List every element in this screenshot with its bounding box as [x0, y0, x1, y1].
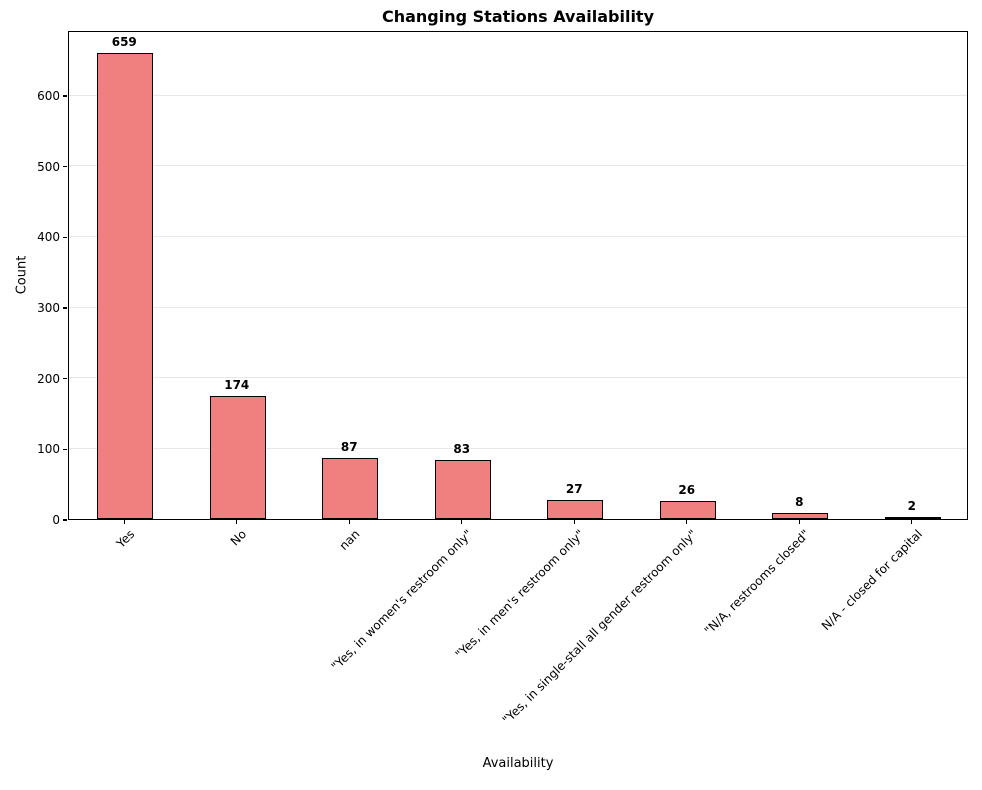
bar-value-label-7: 2 — [907, 499, 916, 513]
y-axis-label: Count — [14, 255, 30, 295]
bar-value-label-4: 27 — [565, 481, 583, 496]
bar-value-label-1: 174 — [224, 378, 250, 393]
y-tick-600 — [63, 95, 67, 97]
bar-value-label-5: 26 — [678, 482, 696, 497]
y-tick-100 — [63, 448, 67, 450]
bar-4 — [547, 499, 604, 519]
bar-3 — [434, 460, 491, 519]
x-tick-label-2: nan — [336, 527, 363, 553]
bar-1 — [209, 396, 266, 519]
gridline-y-400 — [69, 235, 967, 237]
gridline-y-200 — [69, 377, 967, 379]
bar-6 — [772, 513, 829, 519]
y-tick-label-300: 300 — [37, 301, 60, 315]
x-tick-label-1: No — [228, 527, 250, 549]
bar-value-label-0: 659 — [111, 35, 137, 50]
y-tick-label-0: 0 — [52, 513, 60, 527]
y-tick-label-400: 400 — [37, 230, 60, 245]
y-tick-0 — [63, 519, 67, 521]
x-tick-label-0: Yes — [113, 527, 138, 551]
y-tick-label-100: 100 — [37, 442, 60, 457]
x-tick-label-7: N/A - closed for capital — [818, 527, 925, 634]
y-tick-500 — [63, 166, 67, 168]
x-tick-7 — [911, 520, 913, 524]
bar-7 — [884, 517, 941, 519]
gridline-y-300 — [69, 306, 967, 308]
x-tick-2 — [348, 520, 350, 524]
plot-area — [68, 31, 968, 520]
x-tick-4 — [573, 520, 575, 524]
y-tick-label-500: 500 — [37, 159, 60, 174]
y-tick-400 — [63, 236, 67, 238]
x-tick-6 — [798, 520, 800, 524]
x-tick-5 — [686, 520, 688, 524]
x-tick-label-5: "Yes, in single-stall all gender restroo… — [499, 527, 700, 728]
x-tick-3 — [461, 520, 463, 524]
bar-value-label-6: 8 — [795, 495, 804, 510]
x-tick-1 — [236, 520, 238, 524]
x-tick-label-6: "N/A, restrooms closed" — [701, 527, 813, 638]
bar-2 — [322, 457, 379, 519]
y-tick-label-600: 600 — [37, 89, 60, 103]
y-tick-300 — [63, 307, 67, 309]
gridline-y-100 — [69, 447, 967, 449]
bar-0 — [97, 53, 154, 519]
bar-5 — [659, 500, 716, 519]
y-tick-label-200: 200 — [37, 371, 60, 386]
gridline-y-500 — [69, 165, 967, 167]
y-tick-200 — [63, 378, 67, 380]
bar-value-label-2: 87 — [340, 439, 358, 454]
x-axis-label: Availability — [482, 756, 554, 771]
x-tick-label-4: "Yes, in men's restroom only" — [452, 527, 588, 662]
chart-title: Changing Stations Availability — [381, 7, 655, 26]
bar-value-label-3: 83 — [453, 442, 471, 457]
x-tick-0 — [123, 520, 125, 524]
gridline-y-600 — [69, 94, 967, 96]
